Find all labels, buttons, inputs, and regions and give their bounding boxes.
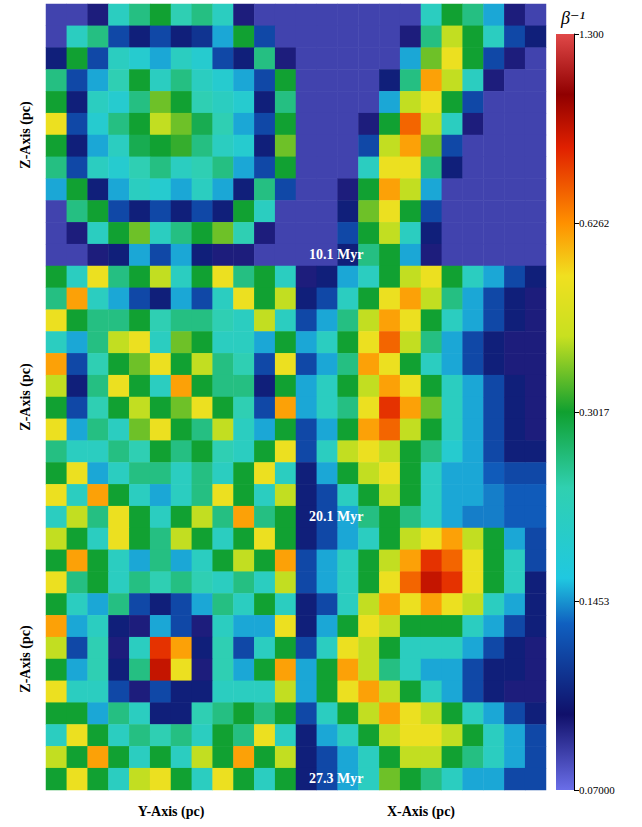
- svg-text:β⁻¹: β⁻¹: [560, 8, 585, 28]
- svg-text:Z-Axis (pc): Z-Axis (pc): [18, 101, 34, 169]
- svg-text:0.07000: 0.07000: [579, 784, 615, 796]
- svg-text:10.1 Myr: 10.1 Myr: [309, 247, 363, 262]
- svg-text:27.3 Myr: 27.3 Myr: [309, 771, 363, 786]
- svg-text:Z-Axis (pc): Z-Axis (pc): [18, 363, 34, 431]
- svg-text:Z-Axis (pc): Z-Axis (pc): [18, 625, 34, 693]
- svg-text:1.300: 1.300: [579, 28, 604, 40]
- svg-text:0.6262: 0.6262: [579, 217, 609, 229]
- svg-text:0.1453: 0.1453: [579, 595, 610, 607]
- svg-text:0.3017: 0.3017: [579, 406, 610, 418]
- svg-text:20.1 Myr: 20.1 Myr: [309, 509, 363, 524]
- svg-text:X-Axis (pc): X-Axis (pc): [387, 804, 455, 820]
- svg-text:Y-Axis (pc): Y-Axis (pc): [138, 804, 205, 820]
